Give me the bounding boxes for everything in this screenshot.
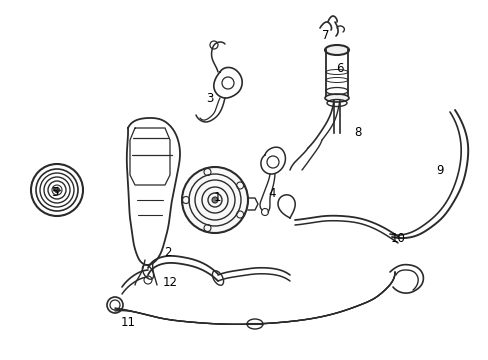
Text: 1: 1 <box>213 190 220 203</box>
Circle shape <box>182 167 247 233</box>
Text: 3: 3 <box>206 91 213 104</box>
Ellipse shape <box>325 94 348 102</box>
Text: 11: 11 <box>120 315 135 328</box>
Text: 10: 10 <box>390 231 405 244</box>
Text: 12: 12 <box>162 276 177 289</box>
Text: 2: 2 <box>164 247 171 260</box>
Text: 9: 9 <box>435 163 443 176</box>
Text: 6: 6 <box>336 62 343 75</box>
Text: 8: 8 <box>354 126 361 139</box>
Text: 7: 7 <box>322 28 329 41</box>
Text: 5: 5 <box>51 185 59 198</box>
Text: 4: 4 <box>268 186 275 199</box>
Circle shape <box>212 197 218 203</box>
Circle shape <box>54 188 60 193</box>
Ellipse shape <box>325 45 348 55</box>
